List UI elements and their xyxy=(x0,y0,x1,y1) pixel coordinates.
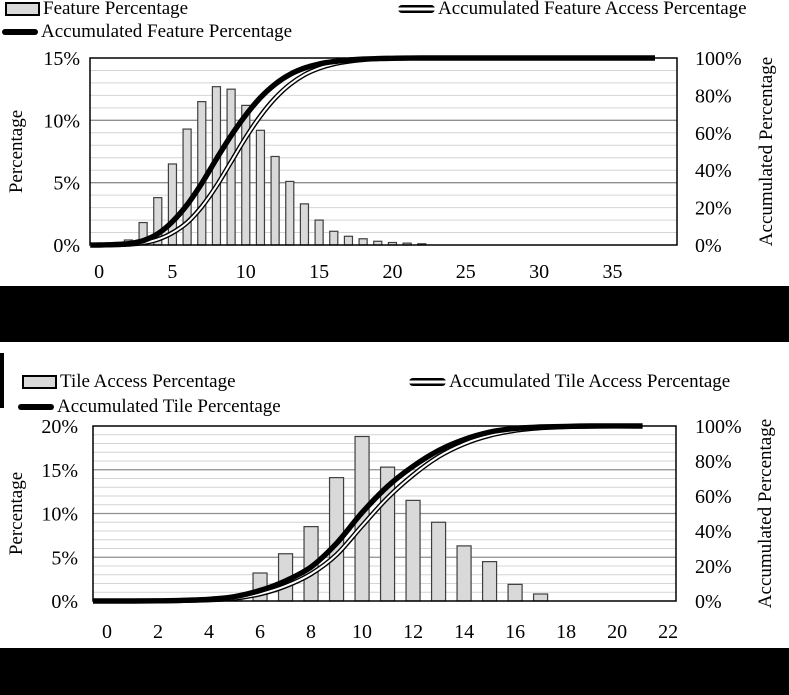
thick-line-swatch-icon xyxy=(2,29,38,35)
x-axis-tick-label: 6 xyxy=(255,621,265,643)
x-axis-tick-label: 14 xyxy=(454,621,474,643)
x-axis-tick-label: 12 xyxy=(403,621,423,643)
legend-label: Accumulated Tile Access Percentage xyxy=(449,371,731,392)
right-axis-tick-label: 60% xyxy=(695,486,732,508)
legend-accumulated-tile-percentage: Accumulated Tile Percentage xyxy=(18,396,281,418)
legend-accumulated-feature-access-percentage: Accumulated Feature Access Percentage xyxy=(398,0,747,20)
right-axis-tick-label: 80% xyxy=(695,451,732,473)
bar xyxy=(270,155,280,246)
bar xyxy=(343,235,354,246)
x-axis-tick-label: 20 xyxy=(382,261,402,283)
accumulated-curve xyxy=(93,423,643,604)
left-axis-tick-label: 5% xyxy=(53,173,80,195)
left-axis-tick-label: 15% xyxy=(41,460,78,482)
x-axis-tick-label: 10 xyxy=(236,261,256,283)
left-axis-tick-label: 5% xyxy=(51,547,78,569)
x-axis-tick-label: 20 xyxy=(607,621,627,643)
legend-feature-percentage: Feature Percentage xyxy=(5,0,188,20)
bar xyxy=(532,593,549,602)
legend-tile-access-percentage: Tile Access Percentage xyxy=(22,371,236,393)
right-axis-tick-label: 0% xyxy=(695,235,722,257)
legend-label: Accumulated Tile Percentage xyxy=(57,396,281,417)
bar xyxy=(405,499,421,602)
x-axis-tick-label: 35 xyxy=(602,261,622,283)
x-axis-tick-label: 4 xyxy=(204,621,214,643)
x-axis-tick-label: 0 xyxy=(102,621,112,643)
accumulated-curve xyxy=(90,55,655,248)
left-axis-tick-label: 15% xyxy=(43,48,80,70)
right-axis-title: Accumulated Percentage xyxy=(756,57,777,246)
x-axis-tick-label: 5 xyxy=(167,261,177,283)
x-axis-tick-label: 25 xyxy=(456,261,476,283)
bar xyxy=(430,521,447,602)
bar xyxy=(481,561,498,602)
x-axis-tick-label: 2 xyxy=(153,621,163,643)
bar xyxy=(241,104,251,246)
right-axis-tick-label: 60% xyxy=(695,123,732,145)
right-axis-tick-label: 20% xyxy=(695,556,732,578)
bar xyxy=(285,180,295,246)
chart-1: 0% 5% 10% 15% 20% 0% 20% 40% 60% 80% 100% 0 2 4 6 8 10 12… xyxy=(6,416,776,643)
right-axis-tick-label: 40% xyxy=(695,521,732,543)
bar xyxy=(299,203,310,246)
bar xyxy=(314,219,324,246)
plot-border xyxy=(92,425,677,602)
bar xyxy=(197,101,207,246)
left-axis-title: Percentage xyxy=(6,472,27,555)
legend-label: Accumulated Feature Percentage xyxy=(41,21,293,42)
left-axis-tick-label: 10% xyxy=(43,110,80,132)
double-line-swatch-icon xyxy=(409,378,446,386)
left-axis-title: Percentage xyxy=(6,110,27,193)
x-axis-tick-label: 10 xyxy=(352,621,372,643)
redacted-caption-band-top xyxy=(0,286,789,342)
x-axis-tick-label: 16 xyxy=(505,621,525,643)
legend-label: Tile Access Percentage xyxy=(60,371,236,392)
right-axis-tick-label: 80% xyxy=(695,85,732,107)
bar xyxy=(358,238,368,246)
x-axis-tick-label: 0 xyxy=(94,261,104,283)
right-axis-tick-label: 20% xyxy=(695,198,732,220)
right-axis-title: Accumulated Percentage xyxy=(755,419,776,608)
redacted-caption-band-bottom xyxy=(0,648,789,695)
left-axis-tick-label: 0% xyxy=(51,591,78,613)
legend-accumulated-tile-access-percentage: Accumulated Tile Access Percentage xyxy=(409,371,730,393)
bar xyxy=(456,545,472,602)
bar-swatch-icon xyxy=(22,375,57,389)
x-axis-tick-label: 15 xyxy=(309,261,329,283)
x-axis-tick-label: 22 xyxy=(658,621,678,643)
legend-label: Feature Percentage xyxy=(43,0,189,19)
bar xyxy=(255,129,266,246)
x-axis-tick-label: 18 xyxy=(556,621,576,643)
left-axis-tick-label: 0% xyxy=(53,235,80,257)
x-axis-tick-label: 30 xyxy=(529,261,549,283)
double-line-swatch-icon xyxy=(398,5,435,13)
left-edge-artifact xyxy=(0,353,4,408)
chart-0: 0% 5% 10% 15% 0% 20% 40% 60% 80% 100% 0 5 10 15 20 25 30… xyxy=(6,48,777,283)
bar xyxy=(507,583,523,602)
right-axis-tick-label: 0% xyxy=(695,591,722,613)
bar-swatch-icon xyxy=(5,2,40,16)
right-axis-tick-label: 100% xyxy=(695,48,742,70)
x-axis-tick-label: 8 xyxy=(306,621,316,643)
legend-label: Accumulated Feature Access Percentage xyxy=(438,0,747,19)
left-axis-tick-label: 20% xyxy=(41,416,78,438)
thick-line-swatch-icon xyxy=(18,404,54,410)
bar xyxy=(329,230,339,246)
right-axis-tick-label: 40% xyxy=(695,160,732,182)
left-axis-tick-label: 10% xyxy=(41,504,78,526)
right-axis-tick-label: 100% xyxy=(695,416,742,438)
legend-accumulated-feature-percentage: Accumulated Feature Percentage xyxy=(2,21,292,43)
